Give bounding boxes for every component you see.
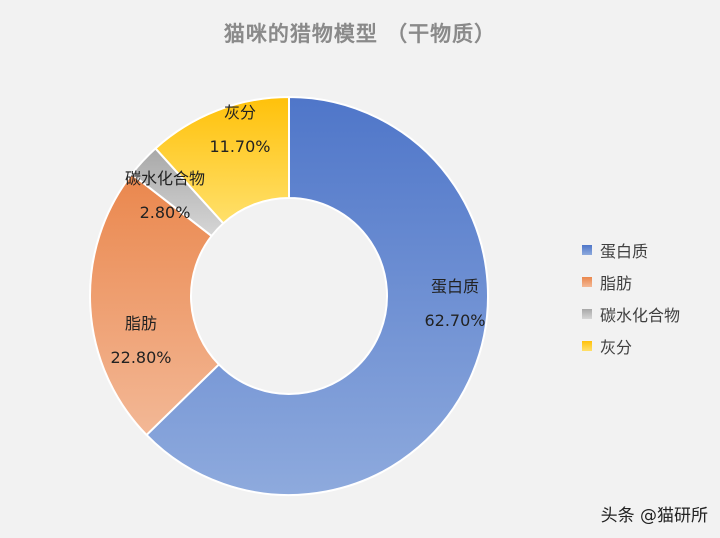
legend-label: 灰分 (600, 338, 633, 357)
legend-label: 脂肪 (600, 274, 633, 293)
donut-slice-1 (145, 95, 489, 496)
slice-category-label: 脂肪 (125, 314, 157, 333)
legend-item: 灰分 (582, 330, 718, 362)
slice-value-label: 11.70% (209, 137, 270, 156)
donut-slice-4 (154, 95, 290, 225)
legend-label: 蛋白质 (600, 242, 649, 261)
legend-swatch (582, 341, 592, 351)
legend-swatch (582, 245, 592, 255)
slice-category-label: 灰分 (224, 103, 256, 122)
chart-title: 猫咪的猎物模型 （干物质） (223, 22, 497, 46)
legend-item: 脂肪 (582, 266, 718, 298)
slice-value-label: 62.70% (424, 311, 485, 330)
legend-item: 碳水化合物 (582, 298, 718, 330)
chart-legend: 蛋白质脂肪碳水化合物灰分 (582, 234, 718, 362)
donut-slice-2 (89, 172, 221, 437)
legend-label: 碳水化合物 (600, 306, 681, 325)
legend-item: 蛋白质 (582, 234, 718, 266)
slice-category-label: 蛋白质 (431, 277, 479, 296)
watermark: 头条 @猫研所 (600, 506, 708, 526)
slice-category-label: 碳水化合物 (125, 169, 205, 188)
legend-swatch (582, 277, 592, 287)
slice-value-label: 2.80% (140, 203, 191, 222)
slice-value-label: 22.80% (110, 348, 171, 367)
legend-swatch (582, 309, 592, 319)
